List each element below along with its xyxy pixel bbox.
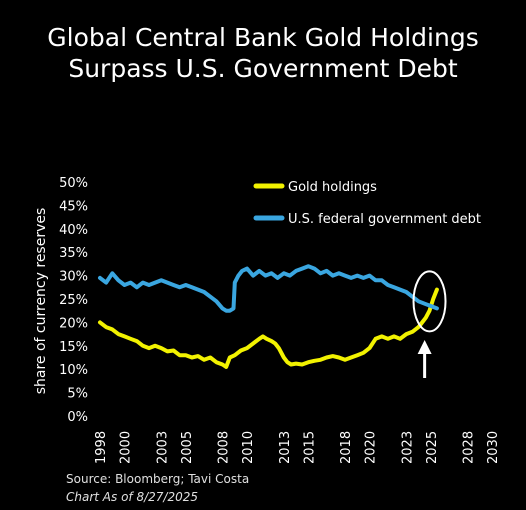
annotation-arrow-head xyxy=(417,340,432,354)
source-note: Source: Bloomberg; Tavi Costa xyxy=(66,472,250,486)
y-tick-label: 15% xyxy=(59,340,88,355)
gold-holdings-line xyxy=(98,287,439,369)
x-tick-label: 2003 xyxy=(155,431,170,464)
y-tick-label: 50% xyxy=(59,176,88,191)
x-tick-label: 2008 xyxy=(217,431,232,464)
x-tick-label: 2030 xyxy=(486,431,501,464)
x-tick-label: 2028 xyxy=(462,431,477,464)
y-tick-label: 35% xyxy=(59,246,88,261)
x-tick-label: 2010 xyxy=(241,431,256,464)
y-tick-label: 45% xyxy=(59,199,88,214)
as-of-note: Chart As of 8/27/2025 xyxy=(66,490,198,504)
y-tick-label: 0% xyxy=(67,410,88,425)
y-tick-label: 20% xyxy=(59,316,88,331)
y-tick-label: 25% xyxy=(59,293,88,308)
x-tick-label: 2005 xyxy=(180,431,195,464)
us-debt-line xyxy=(98,264,439,313)
y-tick-label: 10% xyxy=(59,363,88,378)
y-tick-label: 5% xyxy=(67,387,88,402)
legend-label-gold: Gold holdings xyxy=(288,180,377,195)
x-tick-label: 2023 xyxy=(400,431,415,464)
x-tick-label: 2025 xyxy=(425,431,440,464)
x-tick-label: 2020 xyxy=(364,431,379,464)
chart-title-line-1: Global Central Bank Gold Holdings xyxy=(47,23,479,52)
y-tick-label: 40% xyxy=(59,223,88,238)
x-tick-label: 2000 xyxy=(119,431,134,464)
y-axis-label: share of currency reserves xyxy=(33,208,49,395)
legend-label-debt: U.S. federal government debt xyxy=(288,212,481,227)
y-tick-label: 30% xyxy=(59,270,88,285)
x-tick-label: 2018 xyxy=(339,431,354,464)
chart-title-line-2: Surpass U.S. Government Debt xyxy=(68,54,458,83)
x-tick-label: 1998 xyxy=(94,431,109,464)
chart-title: Global Central Bank Gold Holdings Surpas… xyxy=(0,22,526,84)
x-tick-label: 2015 xyxy=(302,431,317,464)
highlight-circle xyxy=(412,270,447,333)
x-tick-label: 2013 xyxy=(278,431,293,464)
